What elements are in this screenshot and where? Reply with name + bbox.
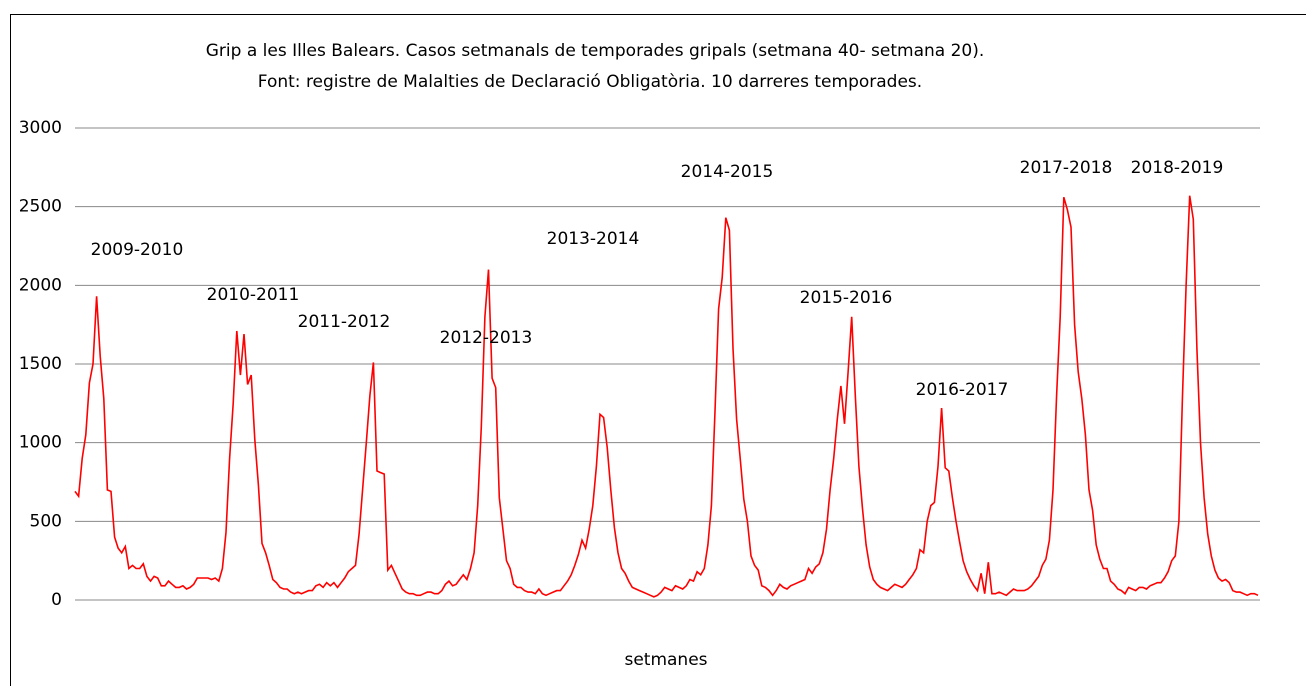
season-label: 2009-2010 <box>91 240 184 260</box>
season-label: 2018-2019 <box>1131 158 1224 178</box>
season-label: 2012-2013 <box>440 328 533 348</box>
chart-border <box>11 15 1306 687</box>
y-tick-label: 500 <box>30 511 62 531</box>
chart-title: Grip a les Illes Balears. Casos setmanal… <box>206 41 985 61</box>
season-label: 2010-2011 <box>207 285 300 305</box>
season-label: 2014-2015 <box>681 162 774 182</box>
chart-subtitle: Font: registre de Malalties de Declaraci… <box>258 72 922 92</box>
y-tick-label: 1500 <box>19 354 62 374</box>
season-label: 2015-2016 <box>800 288 893 308</box>
y-tick-label: 3000 <box>19 118 62 138</box>
season-label: 2017-2018 <box>1020 158 1113 178</box>
season-label: 2016-2017 <box>916 380 1009 400</box>
y-tick-label: 1000 <box>19 433 62 453</box>
y-tick-label: 2500 <box>19 197 62 217</box>
y-tick-label: 0 <box>51 590 62 610</box>
season-label: 2013-2014 <box>547 229 640 249</box>
y-tick-label: 2000 <box>19 275 62 295</box>
season-label: 2011-2012 <box>298 312 391 332</box>
data-line <box>75 196 1258 597</box>
x-axis-label: setmanes <box>624 650 707 670</box>
